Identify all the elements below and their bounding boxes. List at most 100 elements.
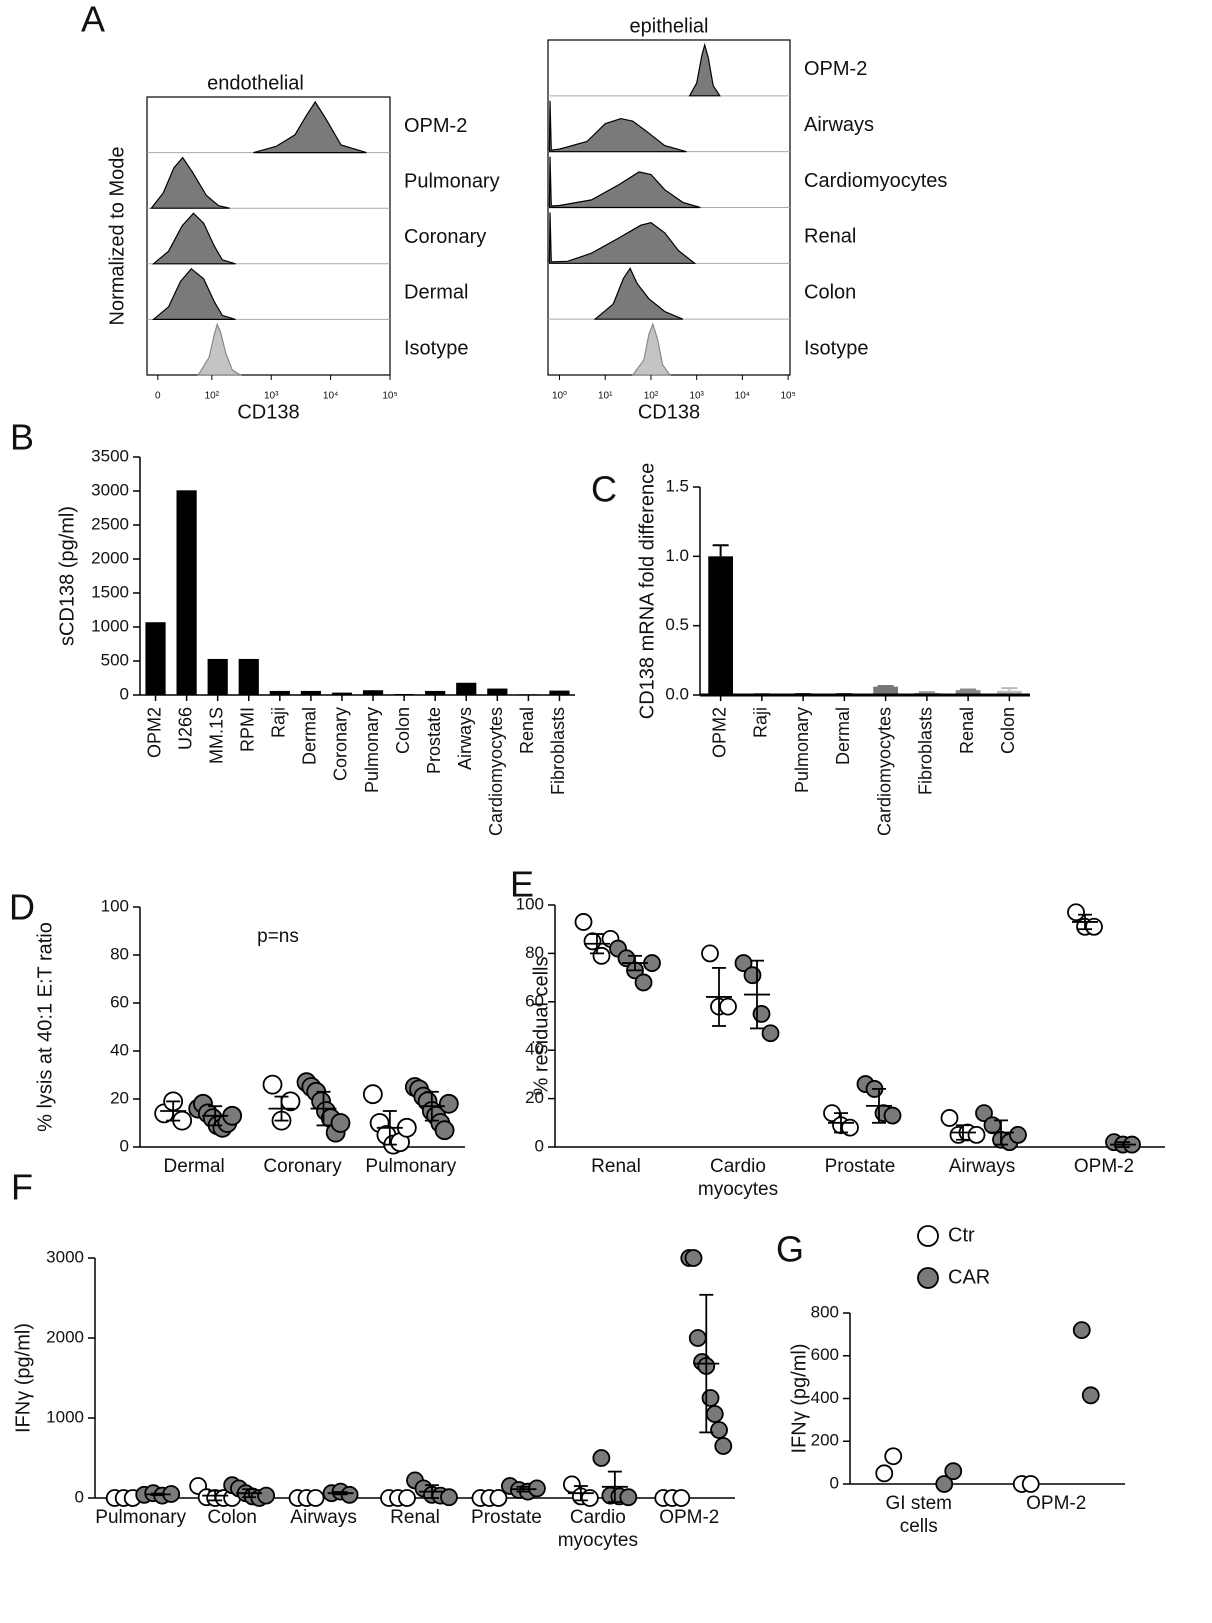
data-point: [883, 1106, 902, 1125]
y-tick-label: 1000: [46, 1407, 84, 1426]
x-tick-label: U266: [175, 707, 195, 750]
lane-label: OPM-2: [404, 115, 467, 137]
data-point: [306, 1489, 325, 1507]
data-point: [734, 954, 753, 972]
data-point: [1021, 1475, 1040, 1493]
x-tick-label: 0: [155, 391, 161, 402]
bar: [145, 622, 166, 695]
x-tick-label: Coronary: [263, 1156, 342, 1177]
data-point: [330, 1113, 351, 1133]
y-axis-label: % lysis at 40:1 E:T ratio: [34, 922, 56, 1132]
data-point: [944, 1462, 963, 1481]
y-tick-label: 80: [525, 943, 544, 962]
y-tick-label: 100: [516, 894, 544, 913]
y-axis-label: IFNγ (pg/ml): [12, 1323, 34, 1433]
bar: [269, 690, 290, 695]
y-tick-label: 1.0: [665, 546, 689, 565]
data-point: [684, 1249, 703, 1267]
x-tick-label: Fibroblasts: [548, 707, 568, 795]
x-tick-label: 10²: [205, 391, 220, 402]
x-tick-label: Raji: [269, 707, 289, 738]
x-tick-label: Renal: [957, 707, 977, 754]
histogram-curve: [631, 322, 672, 376]
x-axis-label: CD138: [237, 401, 299, 423]
data-point: [1009, 1126, 1027, 1144]
bar: [176, 490, 197, 695]
y-tick-label: 1000: [91, 616, 129, 635]
x-tick-label: Airways: [455, 707, 475, 770]
x-tick-label: OPM-2: [1026, 1493, 1087, 1514]
panel-label: A: [81, 0, 105, 40]
x-tick-label: OPM-2: [659, 1507, 720, 1528]
data-point: [262, 1074, 283, 1095]
x-tick-label: Renal: [390, 1507, 440, 1528]
bar: [708, 556, 733, 695]
x-tick-label: Colon: [998, 707, 1018, 754]
x-tick-label: 10³: [264, 391, 279, 402]
data-point: [440, 1488, 458, 1507]
x-tick-label: 10²: [644, 391, 659, 402]
y-tick-label: 0: [120, 684, 129, 703]
data-point: [701, 944, 719, 963]
panel-label: C: [591, 469, 617, 510]
data-point: [940, 1109, 959, 1127]
y-tick-label: 60: [110, 992, 129, 1011]
y-axis-label: CD138 mRNA fold difference: [636, 463, 658, 719]
histogram-curve: [197, 322, 243, 376]
data-point: [884, 1447, 903, 1466]
data-point: [688, 1329, 707, 1347]
x-tick-label: Pulmonary: [792, 707, 812, 793]
x-tick-label: 10⁵: [382, 391, 397, 402]
data-point: [257, 1486, 276, 1505]
data-point: [362, 1084, 383, 1105]
data-point: [875, 1464, 894, 1483]
x-tick-label: OPM2: [709, 707, 729, 758]
data-point: [701, 1389, 720, 1407]
x-tick-label: Cardiomyocytes: [486, 707, 506, 836]
bar: [955, 690, 981, 695]
x-tick-label: Pulmonary: [95, 1507, 187, 1528]
x-tick-label: Fibroblasts: [916, 707, 936, 795]
x-tick-label: Raji: [751, 707, 771, 738]
y-tick-label: 0.5: [665, 615, 689, 634]
data-point: [672, 1489, 691, 1507]
x-tick-label: Cardio myocytes: [697, 1156, 779, 1200]
lane-label: Isotype: [804, 337, 868, 359]
lane-label: Cardiomyocytes: [804, 170, 947, 192]
x-tick-label: Dermal: [300, 707, 320, 765]
y-tick-label: 20: [110, 1088, 129, 1107]
y-tick-label: 80: [110, 944, 129, 963]
x-tick-label: Dermal: [163, 1156, 225, 1177]
y-tick-label: 1.5: [665, 476, 689, 495]
x-tick-label: 10¹: [598, 391, 613, 402]
x-tick-label: Prostate: [471, 1507, 542, 1528]
bar: [300, 690, 321, 695]
histogram-curve: [593, 267, 684, 320]
x-tick-label: GI stem cells: [885, 1493, 953, 1537]
x-tick-label: Pulmonary: [362, 707, 382, 793]
y-tick-label: 400: [811, 1388, 839, 1407]
data-point: [1072, 1321, 1091, 1339]
x-tick-label: Cardiomyocytes: [874, 707, 894, 836]
x-tick-label: Dermal: [833, 707, 853, 765]
lane-label: Isotype: [404, 337, 468, 359]
x-tick-label: 10³: [689, 391, 704, 402]
y-tick-label: 200: [811, 1431, 839, 1450]
data-point: [1067, 903, 1085, 922]
bar: [549, 690, 570, 695]
lane-label: Coronary: [404, 226, 486, 248]
histogram-curve: [151, 267, 236, 320]
y-tick-label: 40: [525, 1040, 544, 1059]
lane-label: Dermal: [404, 282, 468, 304]
data-point: [1081, 1386, 1100, 1405]
legend-swatch: [917, 1225, 939, 1247]
bar: [238, 658, 259, 695]
y-tick-label: 20: [525, 1088, 544, 1107]
histogram-curve: [688, 42, 721, 97]
panel-label: G: [776, 1229, 804, 1270]
bar: [456, 682, 477, 695]
data-point: [719, 997, 737, 1016]
y-tick-label: 1500: [91, 582, 129, 601]
data-point: [434, 1120, 455, 1141]
